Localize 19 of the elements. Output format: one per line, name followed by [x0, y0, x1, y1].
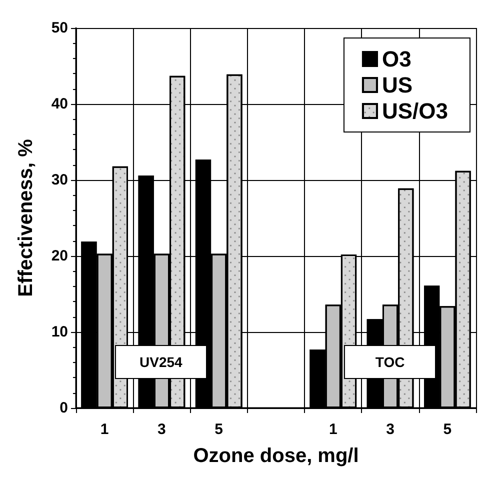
label-box: UV254 — [114, 345, 207, 380]
x-tick-label: 3 — [386, 421, 394, 438]
x-tick-label: 5 — [214, 421, 224, 438]
x-tick-label: 1 — [100, 421, 109, 438]
y-tick-label: 10 — [51, 324, 68, 340]
x-axis-title: Ozone dose, mg/l — [193, 445, 359, 467]
y-tick-label: 30 — [51, 172, 68, 188]
y-tick-label: 40 — [51, 96, 68, 112]
x-tick-label: 5 — [443, 421, 452, 438]
x-tick-label: 3 — [158, 421, 166, 438]
y-tick-label: 0 — [60, 400, 68, 416]
y-tick-label: 50 — [51, 20, 68, 36]
x-tick-label: 1 — [328, 421, 338, 438]
y-tick-label: 20 — [51, 248, 68, 264]
legend-label: US/O3 — [382, 98, 448, 124]
legend-label: US — [382, 72, 413, 98]
y-axis-title: Effectiveness, % — [15, 138, 37, 297]
legend-label: O3 — [382, 46, 412, 72]
label-box: TOC — [344, 345, 436, 380]
